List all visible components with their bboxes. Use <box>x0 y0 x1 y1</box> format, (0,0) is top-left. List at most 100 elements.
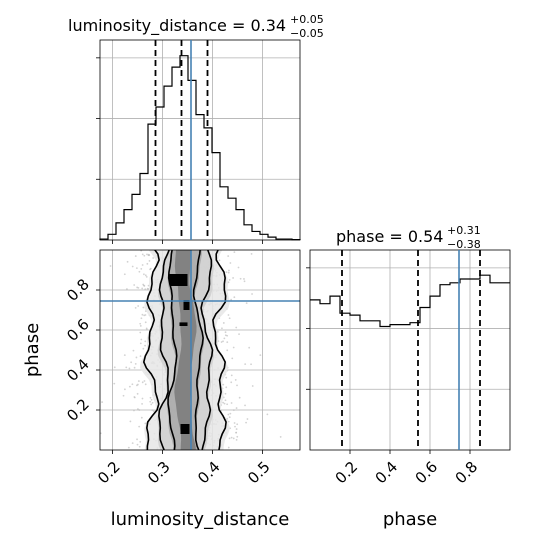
phase-ytick-label-1: 0.4 <box>63 355 93 385</box>
scatter-point <box>223 337 226 340</box>
title-lumdist-plus: +0.05 <box>290 13 324 26</box>
right-axes-frame <box>309 249 511 451</box>
scatter-point <box>229 412 232 415</box>
scatter-axes-frame <box>99 249 301 451</box>
scatter-point <box>227 281 230 284</box>
scatter-point <box>227 271 230 274</box>
scatter-point <box>147 284 150 287</box>
phase-histogram-panel <box>306 249 511 454</box>
scatter-point <box>235 407 238 409</box>
lumdist-tick-label-0: 0.2 <box>94 458 124 488</box>
scatter-point <box>232 346 235 349</box>
scatter-point <box>228 278 231 281</box>
scatter-point <box>237 266 240 269</box>
scatter-point <box>230 436 233 439</box>
scatter-point <box>231 357 234 360</box>
scatter-point <box>135 267 138 270</box>
scatter-point <box>225 271 228 274</box>
scatter-point <box>143 284 145 287</box>
scatter-point <box>140 268 143 270</box>
scatter-point <box>232 437 235 440</box>
scatter-point <box>251 293 253 295</box>
dense-block-2 <box>179 322 188 326</box>
scatter-point <box>245 302 248 305</box>
scatter-point <box>148 260 151 262</box>
ylabel-phase: phase <box>22 323 43 377</box>
scatter-point <box>243 278 245 280</box>
scatter-point <box>101 401 104 403</box>
scatter-point <box>152 410 155 413</box>
scatter-point <box>243 280 246 283</box>
xlabel-luminosity-distance: luminosity_distance <box>111 509 290 530</box>
phase-ytick-label-3: 0.8 <box>63 275 93 305</box>
scatter-point <box>144 344 146 347</box>
phase-xtick-label-2: 0.6 <box>412 458 442 488</box>
scatter-point <box>224 334 227 337</box>
phase-ytick-label-2: 0.6 <box>63 315 93 345</box>
scatter-point <box>238 396 241 399</box>
scatter-point <box>235 438 238 441</box>
scatter-point <box>227 413 230 416</box>
scatter-point <box>266 413 269 416</box>
scatter-point <box>245 421 247 424</box>
scatter-point <box>144 314 147 316</box>
lumdist-histogram-steps <box>99 55 301 241</box>
scatter-point <box>227 446 230 449</box>
scatter-point <box>133 396 136 399</box>
scatter-point <box>225 376 228 379</box>
scatter-point <box>141 402 143 405</box>
scatter-point <box>144 383 147 386</box>
scatter-point <box>222 322 225 324</box>
scatter-point <box>135 356 138 359</box>
scatter-point <box>132 349 135 352</box>
scatter-point <box>250 363 252 366</box>
scatter-point <box>144 321 147 324</box>
phase-histogram-steps <box>310 274 510 328</box>
scatter-point <box>246 418 249 420</box>
scatter-point <box>226 341 229 344</box>
scatter-point <box>139 325 142 327</box>
scatter-point <box>234 425 236 428</box>
scatter-point <box>251 385 254 387</box>
scatter-point <box>250 252 253 255</box>
contour-line-0 <box>142 250 227 450</box>
contour-line-2 <box>167 250 204 450</box>
scatter-point <box>235 326 238 329</box>
scatter-point <box>228 416 231 419</box>
scatter-point <box>134 306 137 309</box>
dense-block-0 <box>169 274 188 286</box>
lumdist-histogram-panel <box>96 39 301 244</box>
scatter-point <box>130 361 133 364</box>
scatter-point <box>141 264 144 266</box>
scatter-point <box>142 347 145 350</box>
scatter-point <box>151 409 154 412</box>
scatter-point <box>136 392 139 395</box>
scatter-point <box>136 443 139 446</box>
scatter-point <box>228 317 231 320</box>
scatter-point <box>144 288 147 291</box>
scatter-point <box>229 262 232 264</box>
top-axes-frame <box>99 39 301 241</box>
scatter-point <box>136 384 138 387</box>
scatter-point <box>238 333 240 336</box>
scatter-point <box>151 401 154 404</box>
scatter-point <box>146 262 149 265</box>
scatter-point <box>141 397 144 400</box>
scatter-point <box>236 435 239 438</box>
phase-ytick-label-0: 0.2 <box>63 395 93 425</box>
xlabel-phase: phase <box>383 509 437 530</box>
scatter-point <box>146 287 149 290</box>
scatter-point <box>228 437 231 440</box>
scatter-point <box>222 340 224 343</box>
scatter-point <box>122 394 125 397</box>
scatter-point <box>227 420 230 423</box>
scatter-point <box>235 428 238 430</box>
phase-xtick-label-1: 0.4 <box>372 458 402 488</box>
scatter-point <box>222 401 225 404</box>
scatter-point <box>139 331 142 334</box>
dense-block-1 <box>183 300 190 310</box>
scatter-point <box>126 260 129 263</box>
scatter-point <box>113 382 116 385</box>
scatter-clip-group <box>100 250 300 450</box>
scatter-point <box>228 269 230 272</box>
